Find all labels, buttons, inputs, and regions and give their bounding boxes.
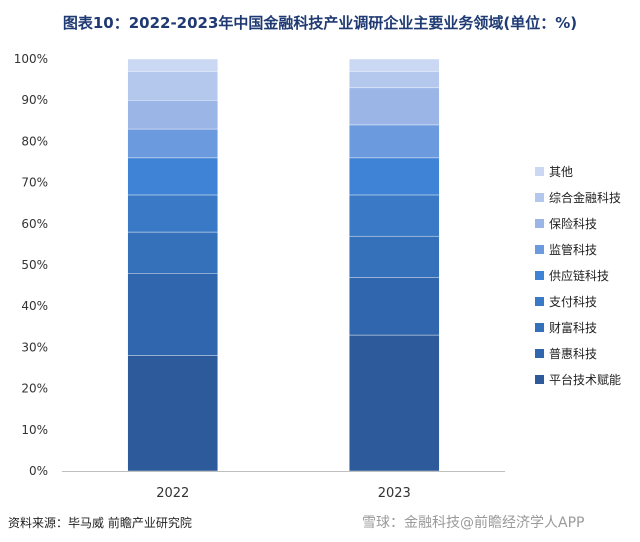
legend-label: 普惠科技 (549, 347, 597, 361)
bar-segment (127, 355, 218, 472)
legend-label: 供应链科技 (549, 268, 609, 283)
legend-label: 其他 (549, 165, 573, 179)
legend-swatch (535, 193, 544, 202)
bar-segment (349, 71, 440, 89)
bar-segment (349, 235, 440, 278)
legend-swatch (535, 349, 544, 358)
chart-title: 图表10：2022-2023年中国金融科技产业调研企业主要业务领域(单位：%) (62, 14, 578, 32)
bar-segment (349, 87, 440, 126)
bar-segment (127, 157, 218, 196)
legend-swatch (535, 245, 544, 254)
source-note: 资料来源：毕马威 前瞻产业研究院 (8, 516, 192, 530)
x-axis: 2022 2023 (62, 471, 505, 501)
y-tick-label: 90% (21, 93, 48, 107)
y-tick-label: 0% (29, 464, 48, 478)
y-tick-label: 100% (14, 52, 48, 66)
bar-segment (349, 334, 440, 472)
bar-segment (127, 128, 218, 159)
y-tick-label: 70% (21, 176, 48, 190)
legend-swatch (535, 219, 544, 228)
legend-label: 综合金融科技 (549, 190, 621, 205)
legend-swatch (535, 167, 544, 176)
y-tick-label: 50% (21, 258, 48, 272)
bar-segment (127, 231, 218, 274)
legend-label: 平台技术赋能 (549, 372, 621, 387)
x-tick-label: 2022 (156, 486, 189, 501)
legend-swatch (535, 323, 544, 332)
y-axis: 0% 10% 20% 30% 40% 50% 60% 70% 80% 90% 100% (14, 52, 48, 478)
y-tick-label: 10% (21, 423, 48, 437)
x-tick-label: 2023 (378, 486, 411, 501)
bar-segment (349, 194, 440, 237)
legend-swatch (535, 375, 544, 384)
bar-segment (349, 157, 440, 196)
y-tick-label: 20% (21, 382, 48, 396)
y-tick-label: 60% (21, 217, 48, 231)
legend-label: 保险科技 (549, 216, 597, 231)
legend-label: 监管科技 (549, 242, 597, 257)
y-tick-label: 40% (21, 299, 48, 313)
legend-label: 支付科技 (549, 295, 597, 309)
bar-segment (127, 71, 218, 101)
y-tick-label: 80% (21, 134, 48, 148)
legend-label: 财富科技 (549, 320, 597, 335)
bar-segment (349, 58, 440, 72)
bar-segment (127, 194, 218, 233)
legend-swatch (535, 271, 544, 280)
y-tick-label: 30% (21, 340, 48, 354)
footer-brand: 雪球：金融科技@前瞻经济学人APP (362, 515, 585, 531)
bar-segment (127, 58, 218, 72)
bar-segment (127, 99, 218, 130)
bars (127, 58, 440, 472)
legend-swatch (535, 297, 544, 306)
bar-segment (127, 273, 218, 356)
bar-segment (349, 124, 440, 159)
bar-segment (349, 277, 440, 336)
